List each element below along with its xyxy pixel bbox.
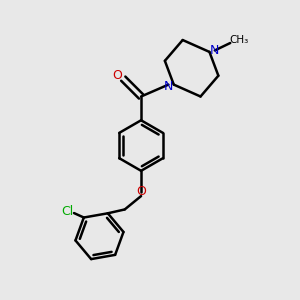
Text: O: O [112,69,122,82]
Text: Cl: Cl [61,205,74,218]
Text: CH₃: CH₃ [230,35,249,45]
Text: N: N [164,80,173,93]
Text: O: O [136,185,146,198]
Text: N: N [210,44,220,57]
